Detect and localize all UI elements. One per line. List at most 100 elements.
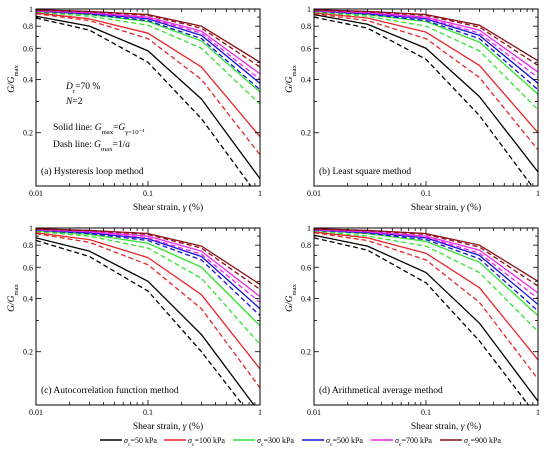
annotation-solid-line: Solid line: Gmax=Gγ=10⁻⁴	[53, 123, 145, 136]
series-line	[36, 229, 260, 310]
y-tick-label: 0.4	[301, 75, 311, 84]
series-group	[36, 9, 260, 186]
y-tick-label: 0.8	[301, 241, 311, 250]
series-line	[36, 17, 252, 186]
series-line	[36, 10, 260, 80]
series-group	[36, 228, 260, 405]
series-line	[314, 13, 538, 151]
y-tick-label: 0.8	[301, 22, 311, 31]
x-tick-label: 0.1	[421, 189, 431, 198]
x-tick-label: 1	[258, 189, 262, 198]
y-tick-label: 0.6	[23, 263, 33, 272]
annotation-dash-line: Dash line: Gmax=1/a	[53, 140, 130, 153]
x-tick-label: 1	[258, 408, 262, 417]
series-line	[36, 239, 244, 405]
legend-label: σc=300 kPa	[257, 436, 294, 448]
legend-item: σc=700 kPa	[371, 436, 432, 448]
series-line	[314, 228, 538, 287]
legend-label: σc=700 kPa	[395, 436, 432, 448]
series-line	[314, 11, 538, 111]
y-axis-label: G/Gmax	[7, 283, 20, 312]
series-line	[36, 230, 260, 327]
chart-panel-a: 0.01 0.1 1 0.2 0.4 0.6 0.8 1 Shear strain, γ (%)…	[7, 5, 262, 213]
y-tick-label: 0.8	[23, 22, 33, 31]
panel-label: (c) Autocorrelation function method	[41, 385, 179, 396]
series-line	[314, 234, 538, 402]
legend-item: σc=100 kPa	[164, 436, 225, 448]
series-line	[36, 15, 260, 180]
series-line	[314, 9, 538, 73]
x-tick-label: 0.1	[143, 189, 153, 198]
series-line	[36, 11, 260, 105]
y-tick-label: 0.2	[301, 129, 311, 138]
series-line	[314, 10, 538, 79]
series-line	[36, 13, 260, 156]
x-axis-label: Shear strain, γ (%)	[133, 202, 203, 213]
y-tick-label: 0.2	[301, 348, 311, 357]
y-tick-label: 0.4	[301, 294, 311, 303]
panel-label: (a) Hysteresis loop method	[41, 166, 144, 177]
series-line	[314, 9, 538, 66]
x-tick-label: 0.01	[307, 408, 321, 417]
chart-panel-d: 0.01 0.1 1 0.2 0.4 0.6 0.8 1 Shear strain, γ (%)…	[285, 224, 540, 432]
series-line	[314, 12, 538, 134]
y-tick-label: 0.8	[23, 241, 33, 250]
legend-label: σc=50 kPa	[124, 436, 157, 448]
y-tick-label: 1	[307, 5, 311, 14]
x-axis-label: Shear strain, γ (%)	[133, 421, 203, 432]
y-tick-label: 0.4	[23, 75, 33, 84]
legend-label: σc=500 kPa	[326, 436, 363, 448]
series-line	[314, 231, 538, 361]
series-line	[36, 232, 260, 370]
chart-panel-b: 0.01 0.1 1 0.2 0.4 0.6 0.8 1 Shear strain, γ (%)…	[285, 5, 540, 213]
series-line	[314, 229, 538, 299]
y-tick-label: 0.6	[301, 44, 311, 53]
series-line	[36, 230, 260, 345]
legend-label: σc=100 kPa	[188, 436, 225, 448]
x-tick-label: 0.01	[307, 189, 321, 198]
series-line	[314, 237, 530, 405]
panel-label: (d) Arithmetical average method	[319, 385, 443, 396]
series-group	[314, 9, 538, 186]
x-tick-label: 1	[536, 408, 540, 417]
y-tick-label: 1	[307, 224, 311, 233]
y-axis-label: G/Gmax	[285, 283, 298, 312]
legend-item: σc=300 kPa	[233, 436, 294, 448]
x-tick-label: 0.1	[143, 408, 153, 417]
legend-item: σc=50 kPa	[100, 436, 157, 448]
x-tick-label: 1	[536, 189, 540, 198]
plot-frame	[313, 227, 539, 406]
y-tick-label: 0.6	[301, 263, 311, 272]
series-line	[36, 228, 260, 290]
series-line	[314, 16, 533, 186]
x-tick-label: 0.01	[29, 408, 43, 417]
plot-frame	[35, 227, 261, 406]
series-line	[36, 9, 260, 68]
x-axis-label: Shear strain, γ (%)	[411, 421, 481, 432]
y-tick-label: 1	[29, 224, 33, 233]
series-line	[36, 10, 260, 91]
series-line	[314, 229, 538, 312]
annotation-cycles: N=2	[65, 97, 83, 107]
series-line	[314, 10, 538, 91]
y-tick-label: 1	[29, 5, 33, 14]
series-line	[314, 13, 538, 173]
panel-label: (b) Least square method	[319, 166, 411, 177]
y-tick-label: 0.2	[23, 129, 33, 138]
series-group	[314, 228, 538, 405]
y-axis-label: G/Gmax	[7, 64, 20, 93]
series-line	[36, 12, 260, 138]
x-tick-label: 0.1	[421, 408, 431, 417]
annotation-relative-density: Dr=70 %	[65, 82, 100, 95]
y-tick-label: 0.2	[23, 348, 33, 357]
x-axis-label: Shear strain, γ (%)	[411, 202, 481, 213]
series-line	[36, 229, 260, 317]
series-line	[314, 230, 538, 333]
legend-label: σc=900 kPa	[464, 436, 501, 448]
legend: σc=50 kPa σc=100 kPa σc=300 kPa σc=500 kPa σ…	[100, 436, 501, 448]
legend-item: σc=500 kPa	[302, 436, 363, 448]
series-line	[36, 232, 260, 389]
x-tick-label: 0.01	[29, 189, 43, 198]
series-line	[36, 237, 255, 405]
